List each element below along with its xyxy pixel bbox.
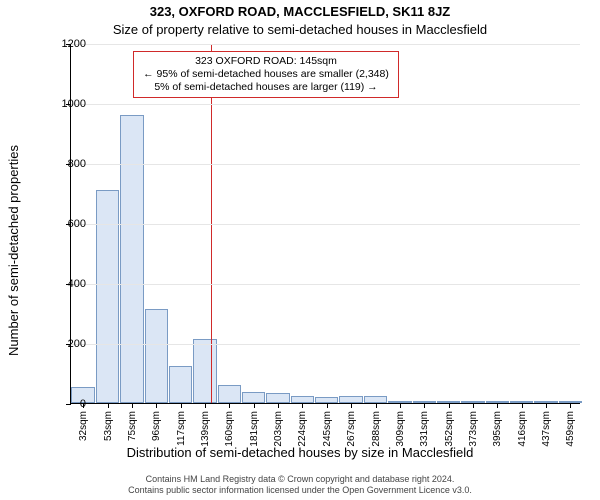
x-axis-label: Distribution of semi-detached houses by … xyxy=(0,445,600,460)
x-tick-label: 395sqm xyxy=(492,411,503,447)
x-tick-mark xyxy=(181,403,182,408)
annotation-line-2: ← 95% of semi-detached houses are smalle… xyxy=(140,68,392,81)
histogram-bar xyxy=(169,366,192,404)
footnote-line-1: Contains HM Land Registry data © Crown c… xyxy=(0,474,600,485)
x-tick-mark xyxy=(400,403,401,408)
x-tick-mark xyxy=(302,403,303,408)
x-tick-mark xyxy=(156,403,157,408)
gridline xyxy=(71,224,580,225)
histogram-bar xyxy=(242,392,265,403)
x-tick-label: 117sqm xyxy=(176,411,187,446)
x-tick-label: 203sqm xyxy=(273,411,284,447)
histogram-bar xyxy=(120,115,143,403)
histogram-bar xyxy=(145,309,168,404)
x-tick-mark xyxy=(522,403,523,408)
x-tick-label: 160sqm xyxy=(224,411,235,447)
x-tick-mark xyxy=(108,403,109,408)
histogram-bar xyxy=(96,190,119,403)
x-tick-label: 53sqm xyxy=(103,411,114,441)
x-tick-mark xyxy=(327,403,328,408)
annotation-line-1: 323 OXFORD ROAD: 145sqm xyxy=(140,55,392,68)
y-tick-label: 0 xyxy=(50,398,86,410)
chart-container: 323, OXFORD ROAD, MACCLESFIELD, SK11 8JZ… xyxy=(0,0,600,500)
x-tick-mark xyxy=(205,403,206,408)
annotation-line-3: 5% of semi-detached houses are larger (1… xyxy=(140,81,392,94)
gridline xyxy=(71,44,580,45)
chart-subtitle: Size of property relative to semi-detach… xyxy=(0,22,600,37)
histogram-bar xyxy=(291,396,314,404)
gridline xyxy=(71,164,580,165)
x-tick-label: 459sqm xyxy=(565,411,576,447)
y-tick-label: 200 xyxy=(50,338,86,350)
x-tick-mark xyxy=(449,403,450,408)
x-tick-mark xyxy=(473,403,474,408)
x-tick-label: 373sqm xyxy=(468,411,479,447)
y-tick-label: 1200 xyxy=(50,38,86,50)
y-tick-label: 400 xyxy=(50,278,86,290)
gridline xyxy=(71,344,580,345)
histogram-bar xyxy=(339,396,362,403)
y-axis-label-text: Number of semi-detached properties xyxy=(6,145,21,356)
y-tick-label: 1000 xyxy=(50,98,86,110)
histogram-bar xyxy=(218,385,241,403)
x-tick-mark xyxy=(229,403,230,408)
x-tick-label: 139sqm xyxy=(200,411,211,447)
x-tick-mark xyxy=(376,403,377,408)
x-tick-mark xyxy=(570,403,571,408)
plot-area: 323 OXFORD ROAD: 145sqm ← 95% of semi-de… xyxy=(70,44,580,404)
x-tick-label: 75sqm xyxy=(127,411,138,441)
address-title: 323, OXFORD ROAD, MACCLESFIELD, SK11 8JZ xyxy=(0,4,600,19)
x-tick-label: 331sqm xyxy=(419,411,430,447)
x-tick-mark xyxy=(254,403,255,408)
x-tick-mark xyxy=(132,403,133,408)
x-tick-mark xyxy=(424,403,425,408)
x-tick-mark xyxy=(278,403,279,408)
x-tick-label: 224sqm xyxy=(297,411,308,447)
x-tick-label: 288sqm xyxy=(371,411,382,447)
x-tick-mark xyxy=(351,403,352,408)
footnote-line-2: Contains public sector information licen… xyxy=(0,485,600,496)
x-tick-label: 352sqm xyxy=(444,411,455,447)
y-axis-label: Number of semi-detached properties xyxy=(6,0,20,500)
x-tick-label: 245sqm xyxy=(322,411,333,447)
x-tick-label: 267sqm xyxy=(346,411,357,447)
histogram-bar xyxy=(266,393,289,404)
gridline xyxy=(71,104,580,105)
x-tick-label: 96sqm xyxy=(151,411,162,441)
x-tick-mark xyxy=(497,403,498,408)
footnote: Contains HM Land Registry data © Crown c… xyxy=(0,474,600,497)
x-tick-label: 309sqm xyxy=(395,411,406,447)
histogram-bar xyxy=(193,339,216,404)
annotation-box: 323 OXFORD ROAD: 145sqm ← 95% of semi-de… xyxy=(133,51,399,98)
y-tick-label: 600 xyxy=(50,218,86,230)
x-tick-label: 416sqm xyxy=(517,411,528,447)
histogram-bar xyxy=(364,396,387,404)
y-tick-label: 800 xyxy=(50,158,86,170)
x-tick-label: 181sqm xyxy=(249,411,260,447)
gridline xyxy=(71,284,580,285)
x-tick-mark xyxy=(546,403,547,408)
x-tick-label: 32sqm xyxy=(78,411,89,441)
x-tick-label: 437sqm xyxy=(541,411,552,447)
